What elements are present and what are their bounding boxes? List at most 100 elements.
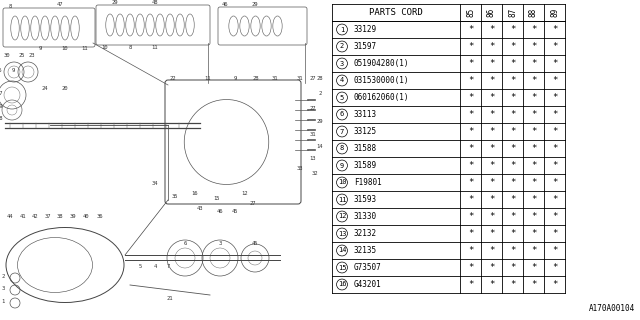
Text: 30: 30 <box>4 53 10 58</box>
Text: 2: 2 <box>340 44 344 50</box>
Text: 16: 16 <box>338 282 346 287</box>
Text: 17: 17 <box>0 91 3 96</box>
Text: *: * <box>510 212 515 221</box>
Text: 88: 88 <box>529 8 538 17</box>
Text: 14: 14 <box>338 247 346 253</box>
Text: *: * <box>531 229 536 238</box>
Text: *: * <box>489 195 494 204</box>
Text: *: * <box>552 42 557 51</box>
Text: 27: 27 <box>310 76 316 81</box>
Text: 6: 6 <box>184 241 187 246</box>
Text: 45: 45 <box>232 209 238 214</box>
Text: *: * <box>552 144 557 153</box>
Text: 46: 46 <box>221 2 228 7</box>
Text: *: * <box>468 93 473 102</box>
Text: 40: 40 <box>83 214 89 219</box>
Text: *: * <box>468 110 473 119</box>
Text: *: * <box>468 280 473 289</box>
Text: 14: 14 <box>317 144 323 149</box>
Text: 43: 43 <box>196 206 204 211</box>
Text: *: * <box>552 76 557 85</box>
Text: 38: 38 <box>57 214 63 219</box>
Text: *: * <box>531 127 536 136</box>
Text: 3: 3 <box>340 60 344 67</box>
Text: *: * <box>489 110 494 119</box>
Text: *: * <box>510 280 515 289</box>
Text: 31: 31 <box>272 76 278 81</box>
Text: 36: 36 <box>97 214 103 219</box>
Text: 11: 11 <box>205 76 211 81</box>
Text: *: * <box>552 110 557 119</box>
Text: 48: 48 <box>152 0 158 5</box>
Text: 85: 85 <box>466 8 475 17</box>
Text: *: * <box>510 178 515 187</box>
Text: 19: 19 <box>0 104 3 109</box>
Text: 9: 9 <box>38 46 42 51</box>
Text: *: * <box>468 25 473 34</box>
Text: 13: 13 <box>338 230 346 236</box>
Text: 28: 28 <box>317 76 323 81</box>
Text: 29: 29 <box>317 119 323 124</box>
Text: *: * <box>510 76 515 85</box>
Text: *: * <box>489 178 494 187</box>
Text: *: * <box>552 178 557 187</box>
Text: 31589: 31589 <box>354 161 377 170</box>
Text: 1: 1 <box>340 27 344 33</box>
Text: *: * <box>468 246 473 255</box>
Text: *: * <box>468 263 473 272</box>
Text: 32132: 32132 <box>354 229 377 238</box>
Text: 031530000(1): 031530000(1) <box>354 76 410 85</box>
Text: 32135: 32135 <box>354 246 377 255</box>
Text: *: * <box>531 25 536 34</box>
Text: 6: 6 <box>340 111 344 117</box>
Text: 11: 11 <box>152 45 158 50</box>
Text: *: * <box>531 212 536 221</box>
Text: 35: 35 <box>172 194 179 199</box>
Text: 24: 24 <box>42 86 48 91</box>
Text: 060162060(1): 060162060(1) <box>354 93 410 102</box>
Text: *: * <box>510 263 515 272</box>
Text: 9: 9 <box>340 163 344 169</box>
Text: *: * <box>552 229 557 238</box>
Text: *: * <box>552 127 557 136</box>
Text: *: * <box>531 59 536 68</box>
Text: *: * <box>468 212 473 221</box>
Text: 12: 12 <box>338 213 346 220</box>
Text: 39: 39 <box>70 214 76 219</box>
Text: 28: 28 <box>253 76 259 81</box>
Text: *: * <box>489 246 494 255</box>
Text: *: * <box>552 246 557 255</box>
Text: 3: 3 <box>218 241 221 246</box>
Text: 86: 86 <box>487 8 496 17</box>
Text: *: * <box>531 93 536 102</box>
Text: 15: 15 <box>214 196 220 201</box>
Text: 10: 10 <box>102 45 108 50</box>
Text: G43201: G43201 <box>354 280 381 289</box>
Text: 34: 34 <box>152 181 158 186</box>
Text: *: * <box>531 246 536 255</box>
Text: F19801: F19801 <box>354 178 381 187</box>
Text: 10: 10 <box>61 46 68 51</box>
Text: *: * <box>489 76 494 85</box>
Text: *: * <box>510 246 515 255</box>
Text: *: * <box>468 229 473 238</box>
Text: *: * <box>489 212 494 221</box>
Text: *: * <box>489 93 494 102</box>
Text: *: * <box>510 144 515 153</box>
Text: 051904280(1): 051904280(1) <box>354 59 410 68</box>
Text: *: * <box>468 42 473 51</box>
Text: 25: 25 <box>19 53 25 58</box>
Text: *: * <box>531 280 536 289</box>
Text: 20: 20 <box>61 86 68 91</box>
Text: 41: 41 <box>20 214 26 219</box>
Text: 31330: 31330 <box>354 212 377 221</box>
Text: 44: 44 <box>7 214 13 219</box>
Text: 12: 12 <box>242 191 248 196</box>
Text: *: * <box>531 144 536 153</box>
Text: *: * <box>552 263 557 272</box>
Text: 9: 9 <box>234 76 237 81</box>
Text: *: * <box>468 127 473 136</box>
Text: 10: 10 <box>338 180 346 186</box>
Text: 13: 13 <box>310 156 316 161</box>
Text: 31: 31 <box>310 132 316 137</box>
